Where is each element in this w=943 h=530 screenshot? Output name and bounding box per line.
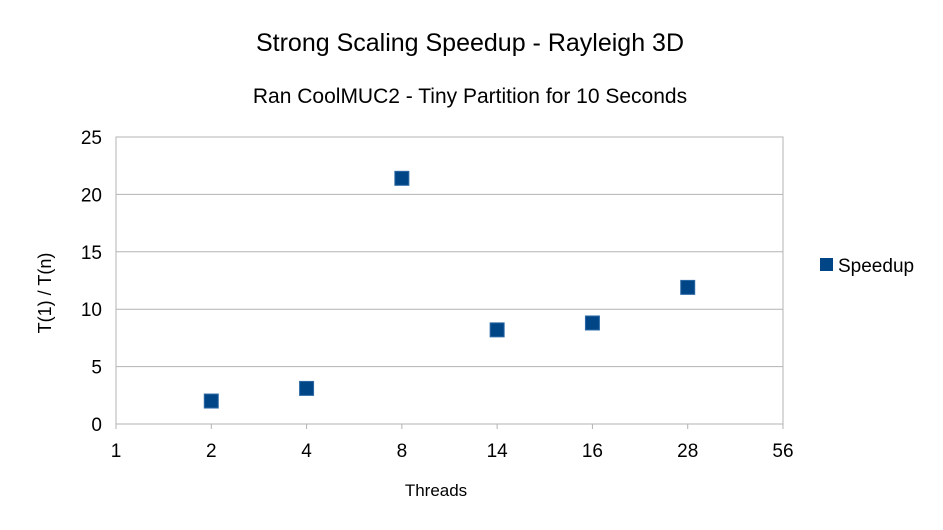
x-tick-labels: 1 2 4 8 14 16 28 56 <box>111 441 794 462</box>
legend-label-speedup: Speedup <box>838 256 914 277</box>
chart-subtitle: Ran CoolMUC2 - Tiny Partition for 10 Sec… <box>253 85 687 108</box>
y-tick-label: 5 <box>91 358 102 379</box>
y-axis-label: T(1) / T(n) <box>35 253 55 334</box>
x-tick-label: 56 <box>772 441 793 462</box>
x-tick-label: 2 <box>206 441 217 462</box>
y-tick-label: 15 <box>81 243 102 264</box>
data-point-threads-4 <box>299 380 315 396</box>
y-tick-label: 0 <box>91 415 102 436</box>
legend-swatch-speedup <box>820 258 833 271</box>
x-tick-label: 8 <box>397 441 408 462</box>
data-points <box>203 170 696 409</box>
y-tick-labels: 0 5 10 15 20 25 <box>81 128 102 436</box>
x-tick-label: 28 <box>677 441 698 462</box>
plot-frame <box>115 136 784 425</box>
x-axis-label: Threads <box>405 481 467 500</box>
x-tick-label: 16 <box>582 441 603 462</box>
data-point-threads-2 <box>203 393 219 409</box>
x-tick-label: 4 <box>301 441 312 462</box>
x-tick-label: 1 <box>111 441 122 462</box>
y-tick-label: 10 <box>81 300 102 321</box>
y-tick-label: 20 <box>81 185 102 206</box>
data-point-threads-28 <box>680 279 696 295</box>
data-point-threads-14 <box>489 322 505 338</box>
y-tick-label: 25 <box>81 128 102 149</box>
x-tick-label: 14 <box>487 441 509 462</box>
chart-title: Strong Scaling Speedup - Rayleigh 3D <box>256 29 684 57</box>
data-point-threads-8 <box>394 170 410 186</box>
legend: Speedup <box>820 256 914 277</box>
data-point-threads-16 <box>584 315 600 331</box>
